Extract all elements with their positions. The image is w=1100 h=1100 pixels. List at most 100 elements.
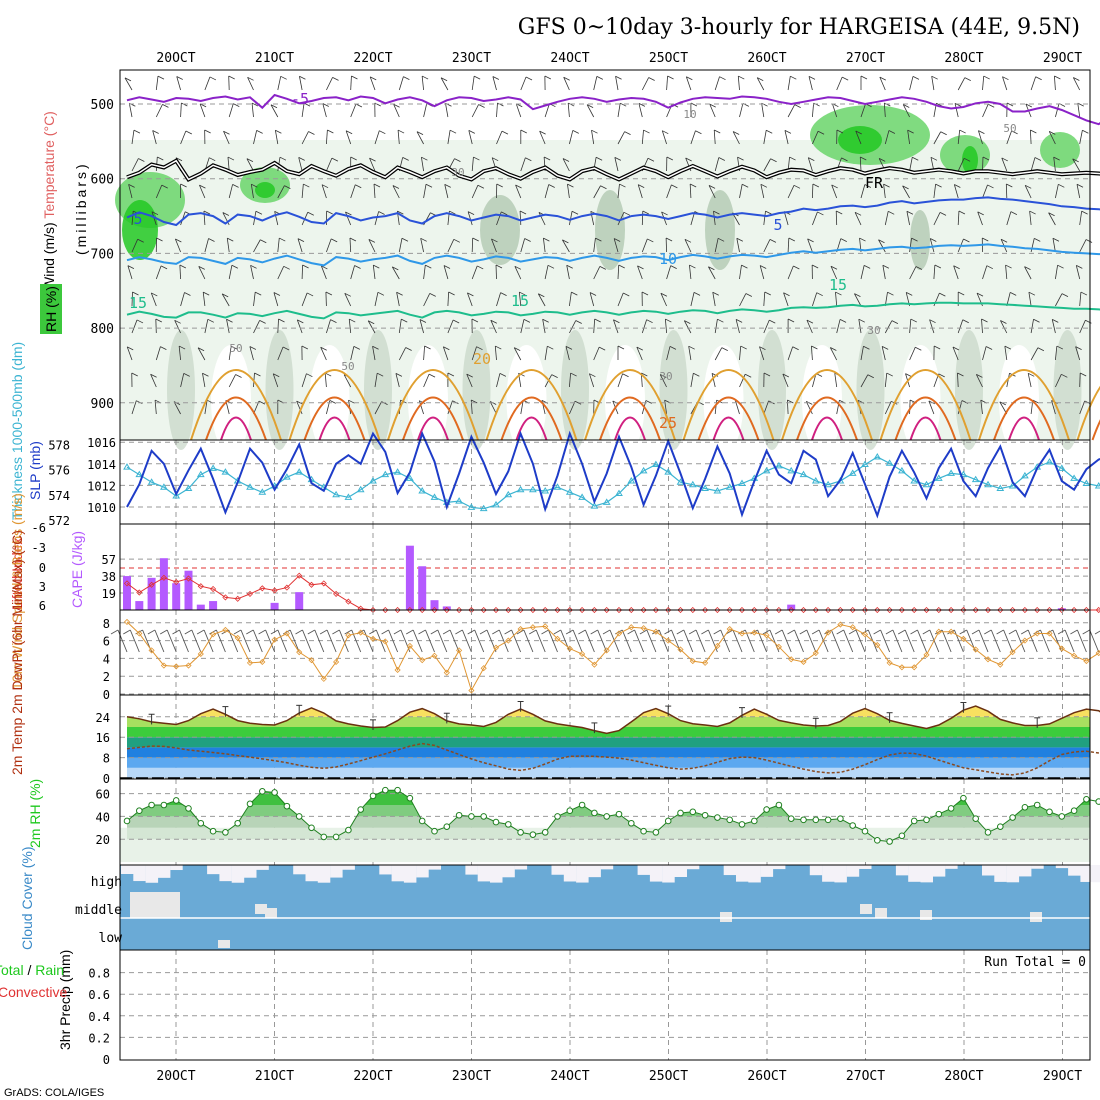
wind-barb-flag [542, 318, 549, 323]
surface-wind-barb [338, 629, 349, 653]
surface-wind-barb-flag [971, 629, 980, 635]
wind-barb-flag [515, 184, 522, 189]
surface-wind-barb-flag [959, 629, 967, 635]
cloud-middle-gap [920, 910, 932, 920]
surface-wind-barb [474, 629, 485, 653]
cloud-middle-gap [265, 908, 277, 918]
cape-bar [123, 576, 131, 610]
wind-barb-flag [183, 373, 190, 377]
wind-barb [1053, 157, 1056, 172]
wind-barb-flag [574, 400, 582, 405]
temperature-contour-label: 10 [659, 250, 677, 268]
wind-barb-flag [150, 373, 157, 378]
wind-barb-flag [428, 373, 436, 378]
cape-tick-label: 19 [102, 587, 116, 601]
wind-barb-flag [425, 183, 433, 188]
wind-barb [520, 157, 526, 172]
wind-barb-flag [1028, 372, 1035, 377]
wind-speed-marker [357, 629, 364, 636]
wind-barb-flag [938, 373, 945, 378]
cloud-high-gap [219, 865, 232, 882]
cloud-high-gap [809, 865, 823, 876]
cloud-row-label: low [99, 931, 123, 946]
wind-barb-flag [911, 237, 918, 242]
wind-speed-marker [652, 628, 659, 635]
rh-marker [529, 831, 537, 838]
wind-barb [321, 265, 327, 280]
wind-barb [933, 131, 942, 145]
wind-barb [784, 130, 789, 145]
wind-barb-flag [331, 157, 339, 162]
thickness-marker [123, 463, 131, 470]
wind-barb [884, 373, 888, 388]
wind-barb [714, 238, 719, 253]
wind-barb-flag [325, 372, 332, 377]
wind-barb-flag [332, 77, 339, 81]
wind-barb [761, 103, 765, 118]
wind-barb-flag [199, 184, 206, 189]
wind-barb [763, 400, 769, 415]
wind-barb-flag [124, 77, 132, 82]
thickness-marker [898, 466, 906, 474]
wind-barb-flag [714, 129, 721, 134]
surface-wind-barb-flag [418, 629, 426, 635]
wind-barb [1055, 346, 1058, 361]
rh-marker [578, 801, 586, 809]
wind-barb-flag [792, 346, 799, 351]
thickness-marker [1094, 482, 1100, 489]
lifted-index-marker [898, 606, 905, 614]
rh-marker [886, 838, 893, 845]
surface-wind-barb-flag [1008, 629, 1017, 635]
wind-barb-flag [712, 291, 719, 296]
surface-wind-barb [1052, 629, 1063, 653]
lifted-index-marker [160, 574, 167, 581]
lifted-index-marker [456, 606, 463, 614]
wind-barb-flag [329, 400, 336, 404]
rh-contour-label: 30 [659, 370, 672, 383]
wind-barb-flag [688, 345, 695, 350]
wind-speed-marker [812, 649, 819, 657]
wind-barb-flag [524, 238, 531, 242]
wind-barb [882, 265, 886, 280]
wind-barb [613, 319, 619, 334]
lifted-index-marker [406, 606, 413, 614]
wind-barb [760, 184, 765, 199]
wind-barb-flag [787, 318, 795, 323]
slp-tick-label: 1014 [87, 458, 116, 472]
rh-marker [172, 797, 180, 804]
wind-speed-marker [566, 645, 573, 652]
wind-barb [419, 319, 424, 334]
surface-wind-barb-flag [762, 629, 771, 635]
wind-barb [350, 103, 357, 118]
thickness-marker [725, 483, 734, 490]
rh-shading [255, 182, 275, 198]
isotherm-25 [303, 396, 366, 441]
wind-speed-marker [911, 664, 918, 671]
wind-barb [226, 238, 230, 253]
wind-barb [787, 76, 791, 91]
lifted-index-marker [603, 606, 610, 614]
wind-barb-flag [467, 292, 474, 297]
wind-barb [416, 131, 424, 145]
wind-barb [514, 266, 522, 280]
wind-barb [152, 130, 157, 145]
wind-barb [690, 373, 694, 388]
wind-barb-flag [355, 184, 362, 189]
wind-barb [423, 103, 428, 118]
wind-barb [666, 346, 671, 361]
cloud-high-gap [157, 865, 171, 878]
wind-barb-flag [477, 184, 485, 189]
lifted-index-marker [689, 606, 696, 614]
cloud-high-gap [342, 865, 355, 870]
rh-contour-label: 50 [1003, 122, 1016, 135]
wind-speed-marker [529, 624, 536, 631]
rh-marker [1095, 798, 1100, 805]
wind-barb-flag [689, 183, 697, 188]
surface-wind-barb-flag [836, 629, 844, 635]
cloud-high-gap [1055, 865, 1069, 869]
surface-wind-barb [215, 629, 226, 653]
wind-barb-flag [711, 373, 719, 377]
wind-barb-flag [370, 76, 377, 81]
rh-contour-label: 50 [341, 360, 354, 373]
wind-barb-flag [963, 238, 970, 243]
